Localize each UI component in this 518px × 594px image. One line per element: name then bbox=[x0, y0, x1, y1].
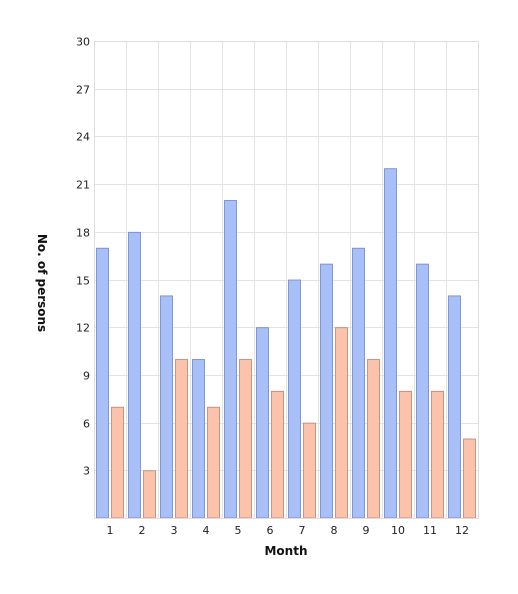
x-tick-label: 12 bbox=[455, 524, 469, 537]
y-tick-label: 18 bbox=[76, 227, 90, 240]
y-tick-label: 9 bbox=[83, 370, 90, 383]
x-axis-ticks: 1 2 3 4 5 6 7 8 9 10 11 12 bbox=[107, 524, 470, 537]
y-tick-label: 24 bbox=[76, 131, 90, 144]
bar-series-1 bbox=[160, 295, 173, 519]
x-axis-label: Month bbox=[264, 544, 307, 558]
bar-series-1 bbox=[352, 247, 365, 519]
bar-series-1 bbox=[256, 327, 269, 519]
bar-series-1 bbox=[448, 295, 461, 519]
x-tick-label: 4 bbox=[203, 524, 210, 537]
x-tick-label: 8 bbox=[331, 524, 338, 537]
bar-series-1 bbox=[416, 263, 429, 519]
y-tick-label: 21 bbox=[76, 179, 90, 192]
y-axis-label: No. of persons bbox=[35, 234, 49, 332]
bar-series-1 bbox=[320, 263, 333, 519]
x-tick-label: 1 bbox=[107, 524, 114, 537]
x-tick-label: 3 bbox=[171, 524, 178, 537]
bar-series-2 bbox=[111, 406, 124, 519]
bar-series-1 bbox=[96, 247, 109, 519]
x-tick-label: 11 bbox=[423, 524, 437, 537]
bar-series-2 bbox=[367, 359, 380, 519]
x-tick-label: 10 bbox=[391, 524, 405, 537]
y-tick-label: 6 bbox=[83, 418, 90, 431]
bar-series-2 bbox=[271, 390, 284, 519]
grid-lines bbox=[94, 41, 478, 518]
y-tick-label: 12 bbox=[76, 322, 90, 335]
x-tick-label: 9 bbox=[363, 524, 370, 537]
y-tick-label: 30 bbox=[76, 36, 90, 49]
x-tick-label: 7 bbox=[299, 524, 306, 537]
x-tick-label: 2 bbox=[139, 524, 146, 537]
bar-series-2 bbox=[175, 359, 188, 519]
bar-series-2 bbox=[143, 470, 156, 519]
bar-series-1 bbox=[224, 200, 237, 519]
y-tick-label: 27 bbox=[76, 84, 90, 97]
bars bbox=[96, 168, 476, 519]
bar-series-2 bbox=[335, 327, 348, 519]
y-axis-ticks: 3 6 9 12 15 18 21 24 27 30 bbox=[76, 36, 90, 478]
y-tick-label: 15 bbox=[76, 275, 90, 288]
bar-series-2 bbox=[399, 390, 412, 519]
bar-series-1 bbox=[128, 231, 141, 519]
bar-series-1 bbox=[384, 168, 397, 519]
bar-series-2 bbox=[431, 390, 444, 519]
bar-series-2 bbox=[207, 406, 220, 519]
x-tick-label: 5 bbox=[235, 524, 242, 537]
x-tick-label: 6 bbox=[267, 524, 274, 537]
bar-series-2 bbox=[463, 438, 476, 519]
bar-series-2 bbox=[239, 359, 252, 519]
bar-series-1 bbox=[288, 279, 301, 519]
bar-series-2 bbox=[303, 422, 316, 519]
plot-frame bbox=[94, 41, 479, 519]
y-tick-label: 3 bbox=[83, 465, 90, 478]
bar-series-1 bbox=[192, 359, 205, 519]
